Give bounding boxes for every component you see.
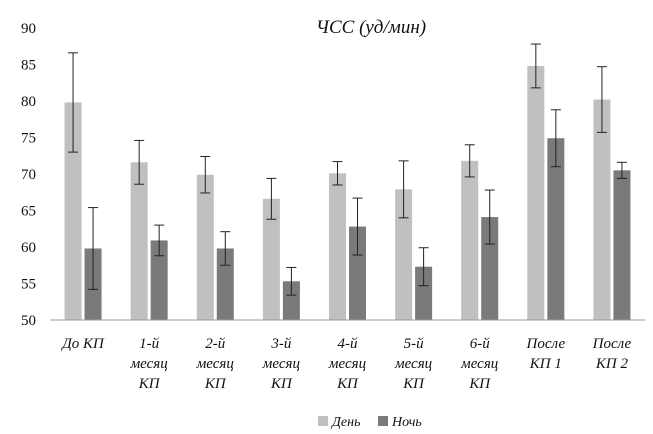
bar	[282, 281, 300, 320]
bar	[395, 189, 413, 320]
legend-label: День	[330, 415, 360, 430]
plot-area: 50 55 60 65 70 75 80 85 90 До КП 1-й месяц КП 2-й меся…	[21, 21, 632, 392]
bar	[527, 65, 545, 321]
x-tick-line: месяц	[394, 356, 432, 372]
x-tick-label: 3-й месяц КП	[262, 336, 300, 392]
y-tick-label: 70	[21, 167, 36, 183]
x-tick-line: КП 1	[529, 356, 562, 372]
x-tick-line: После	[526, 336, 566, 352]
bar	[329, 173, 346, 320]
bar	[613, 170, 631, 320]
x-tick-line: месяц	[262, 356, 300, 372]
bar	[481, 217, 499, 320]
x-tick-line: 6-й	[470, 336, 490, 352]
legend-label: Ночь	[391, 415, 422, 430]
x-tick-line: месяц	[460, 356, 498, 372]
x-tick-label: 6-й месяц КП	[460, 336, 498, 392]
bar	[349, 226, 366, 320]
legend-swatch	[378, 416, 388, 426]
bar	[130, 162, 148, 320]
legend-swatch	[318, 416, 328, 426]
x-tick-line: 5-й	[404, 336, 424, 352]
x-tick-line: КП	[204, 376, 227, 392]
x-tick-line: До КП	[60, 336, 105, 352]
y-tick-label: 65	[21, 204, 36, 220]
y-tick-label: 55	[21, 277, 36, 293]
x-tick-line: месяц	[130, 356, 168, 372]
x-tick-label: После КП 2	[592, 336, 632, 372]
x-tick-label: 4-й месяц КП	[328, 336, 366, 392]
x-tick-label: 1-й месяц КП	[130, 336, 168, 392]
bar	[415, 266, 433, 320]
x-tick-line: месяц	[328, 356, 366, 372]
y-tick-label: 80	[21, 94, 36, 110]
y-tick-label: 85	[21, 58, 36, 74]
bar	[461, 160, 479, 320]
chart-title: ЧСС (уд/мин)	[316, 17, 426, 38]
legend: День Ночь	[318, 415, 422, 430]
x-tick-line: 3-й	[270, 336, 291, 352]
x-tick-line: КП	[402, 376, 425, 392]
x-tick-line: КП 2	[595, 356, 629, 372]
x-tick-line: месяц	[196, 356, 234, 372]
bar	[196, 174, 214, 320]
y-tick-label: 75	[21, 131, 36, 147]
x-tick-line: КП	[270, 376, 293, 392]
x-tick-label: До КП	[60, 336, 105, 352]
x-tick-line: КП	[336, 376, 359, 392]
x-tick-label: 5-й месяц КП	[394, 336, 432, 392]
bar	[64, 102, 82, 321]
x-tick-label: 2-й месяц КП	[196, 336, 234, 392]
x-tick-line: КП	[468, 376, 491, 392]
y-tick-label: 50	[21, 313, 36, 329]
x-tick-line: КП	[138, 376, 161, 392]
x-tick-line: 2-й	[205, 336, 225, 352]
x-tick-line: 1-й	[139, 336, 159, 352]
bar	[216, 248, 234, 320]
bar	[262, 198, 280, 320]
x-tick-line: После	[592, 336, 632, 352]
y-tick-label: 60	[21, 240, 36, 256]
bar	[547, 138, 565, 320]
x-tick-label: После КП 1	[526, 336, 566, 372]
bar	[593, 99, 611, 320]
bar	[150, 240, 168, 320]
y-tick-label: 90	[21, 21, 36, 37]
x-tick-line: 4-й	[338, 336, 358, 352]
